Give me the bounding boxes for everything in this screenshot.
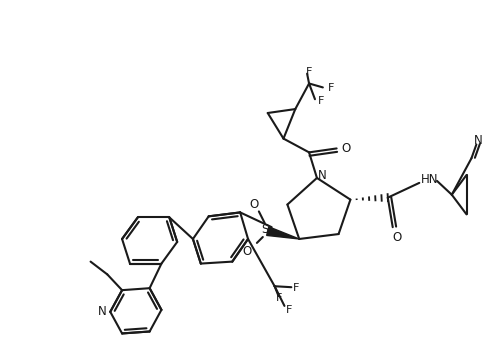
Text: F: F — [305, 67, 312, 77]
Text: F: F — [276, 293, 282, 303]
Text: N: N — [473, 134, 482, 147]
Text: O: O — [249, 198, 258, 211]
Text: O: O — [341, 142, 350, 155]
Text: S: S — [261, 223, 268, 236]
Text: F: F — [317, 96, 324, 106]
Text: O: O — [391, 231, 400, 244]
Text: F: F — [327, 84, 333, 93]
Text: N: N — [98, 305, 107, 318]
Text: N: N — [317, 170, 326, 183]
Text: O: O — [242, 245, 251, 258]
Text: HN: HN — [419, 173, 437, 186]
Polygon shape — [266, 227, 299, 239]
Text: F: F — [286, 305, 292, 315]
Text: F: F — [293, 283, 299, 293]
